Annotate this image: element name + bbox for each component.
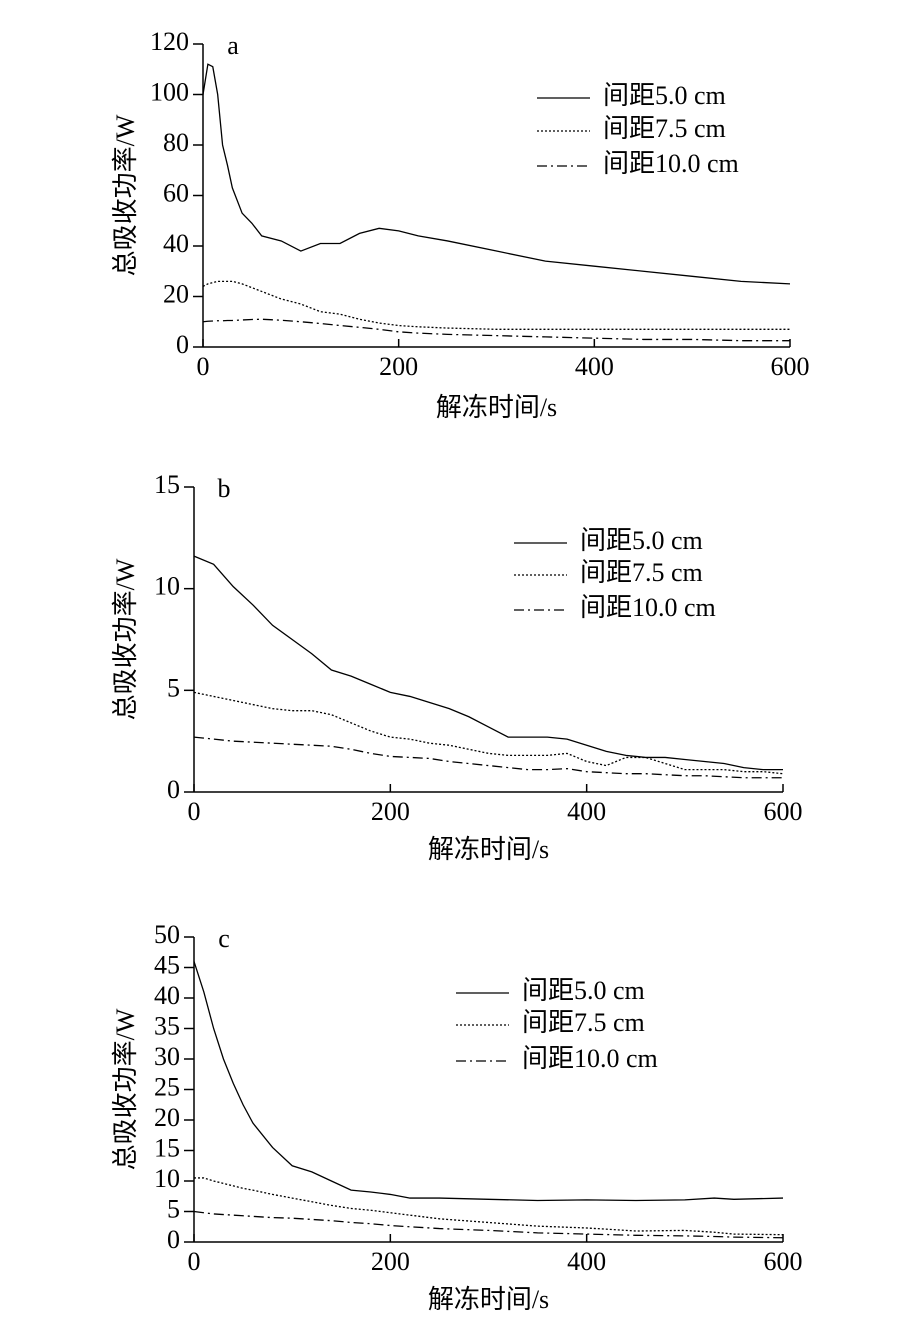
- y-tick-label: 15: [154, 470, 180, 499]
- y-tick-label: 100: [150, 77, 189, 106]
- y-axis-label: 总吸收功率/W: [111, 558, 140, 720]
- y-tick-label: 40: [154, 981, 180, 1010]
- panel-label: a: [227, 31, 239, 60]
- x-tick-label: 200: [371, 797, 410, 826]
- x-tick-label: 200: [379, 352, 418, 381]
- y-tick-label: 0: [176, 330, 189, 359]
- x-tick-label: 600: [771, 352, 810, 381]
- y-tick-label: 10: [154, 572, 180, 601]
- series-line: [193, 1210, 784, 1239]
- legend-label: 间距5.0 cm: [580, 526, 703, 555]
- x-tick-label: 0: [197, 352, 210, 381]
- x-tick-label: 600: [764, 797, 803, 826]
- y-tick-label: 40: [163, 229, 189, 258]
- series-line: [193, 691, 784, 775]
- series-line: [202, 280, 790, 330]
- y-tick-label: 120: [150, 27, 189, 56]
- x-tick-label: 600: [764, 1247, 803, 1276]
- series-line: [193, 555, 783, 771]
- x-tick-label: 400: [567, 1247, 606, 1276]
- legend-label: 间距5.0 cm: [522, 976, 645, 1005]
- y-tick-label: 20: [163, 279, 189, 308]
- legend-label: 间距7.5 cm: [522, 1008, 645, 1037]
- series-line: [202, 63, 791, 285]
- legend-label: 间距7.5 cm: [603, 114, 726, 143]
- legend-label: 间距10.0 cm: [603, 149, 739, 178]
- x-tick-label: 400: [567, 797, 606, 826]
- y-tick-label: 5: [167, 673, 180, 702]
- y-tick-label: 20: [154, 1103, 180, 1132]
- x-tick-label: 400: [575, 352, 614, 381]
- legend-label: 间距7.5 cm: [580, 558, 703, 587]
- y-tick-label: 80: [163, 128, 189, 157]
- series-line: [202, 318, 790, 342]
- y-tick-label: 15: [154, 1133, 180, 1162]
- panel-label: c: [218, 924, 230, 953]
- y-tick-label: 35: [154, 1011, 180, 1040]
- series-line: [194, 1177, 784, 1236]
- x-tick-label: 0: [188, 1247, 201, 1276]
- series-line: [193, 961, 784, 1202]
- x-axis-label: 解冻时间/s: [436, 393, 557, 422]
- x-tick-label: 0: [188, 797, 201, 826]
- y-tick-label: 45: [154, 950, 180, 979]
- y-tick-label: 50: [154, 920, 180, 949]
- y-axis-label: 总吸收功率/W: [111, 1008, 140, 1170]
- series-line: [193, 736, 783, 779]
- y-tick-label: 25: [154, 1072, 180, 1101]
- y-tick-label: 0: [167, 1225, 180, 1254]
- legend-label: 间距10.0 cm: [522, 1044, 658, 1073]
- x-axis-label: 解冻时间/s: [428, 1285, 549, 1314]
- y-tick-label: 0: [167, 775, 180, 804]
- panel-label: b: [218, 474, 231, 503]
- legend-label: 间距10.0 cm: [580, 593, 716, 622]
- y-tick-label: 10: [154, 1164, 180, 1193]
- x-axis-label: 解冻时间/s: [428, 835, 549, 864]
- y-tick-label: 5: [167, 1194, 180, 1223]
- legend-label: 间距5.0 cm: [603, 81, 726, 110]
- y-tick-label: 60: [163, 178, 189, 207]
- y-tick-label: 30: [154, 1042, 180, 1071]
- y-axis-label: 总吸收功率/W: [111, 114, 140, 276]
- x-tick-label: 200: [371, 1247, 410, 1276]
